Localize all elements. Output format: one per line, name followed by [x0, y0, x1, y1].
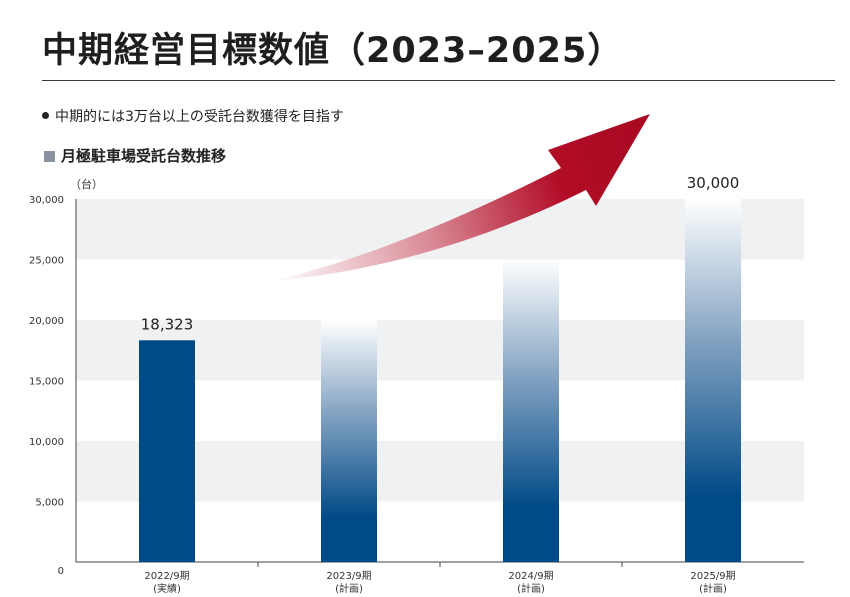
bullet-dot-icon — [42, 112, 49, 119]
y-tick-label: 0 — [58, 566, 64, 577]
y-tick-label: 5,000 — [35, 498, 64, 509]
square-marker-icon — [44, 151, 55, 162]
y-axis-unit: （台） — [70, 178, 103, 191]
bar-actual — [139, 340, 195, 562]
x-category-label: 2025/9期 — [690, 570, 735, 582]
x-category-label: 2024/9期 — [508, 570, 553, 582]
page-title: 中期経営目標数値（2023–2025） — [42, 31, 624, 71]
x-category-sublabel: (計画) — [517, 582, 545, 595]
y-tick-label: 15,000 — [29, 377, 64, 388]
y-tick-label: 25,000 — [29, 256, 64, 267]
y-tick-label: 10,000 — [29, 437, 64, 448]
x-category-label: 2023/9期 — [326, 570, 371, 582]
grid-band — [76, 441, 804, 502]
x-category-sublabel: (計画) — [699, 582, 727, 595]
y-tick-label: 20,000 — [29, 316, 64, 327]
chart-title: 月極駐車場受託台数推移 — [44, 145, 226, 166]
x-category-label: 2022/9期 — [144, 570, 189, 582]
growth-arrow — [272, 114, 650, 281]
goal-text: 中期的には3万台以上の受託台数獲得を目指す — [55, 109, 344, 125]
bar-plan — [321, 320, 377, 562]
bar-plan — [685, 199, 741, 562]
bar-plan — [503, 259, 559, 562]
chart-title-text: 月極駐車場受託台数推移 — [61, 147, 227, 165]
y-tick-label: 30,000 — [29, 195, 64, 206]
grid-band — [76, 320, 804, 381]
x-category-sublabel: (計画) — [335, 582, 363, 595]
bar-data-label: 18,323 — [141, 315, 194, 333]
bar-data-label: 30,000 — [687, 174, 740, 192]
x-category-sublabel: (実績) — [153, 582, 181, 595]
title-divider — [42, 80, 835, 81]
goal-bullet: 中期的には3万台以上の受託台数獲得を目指す — [42, 106, 344, 126]
